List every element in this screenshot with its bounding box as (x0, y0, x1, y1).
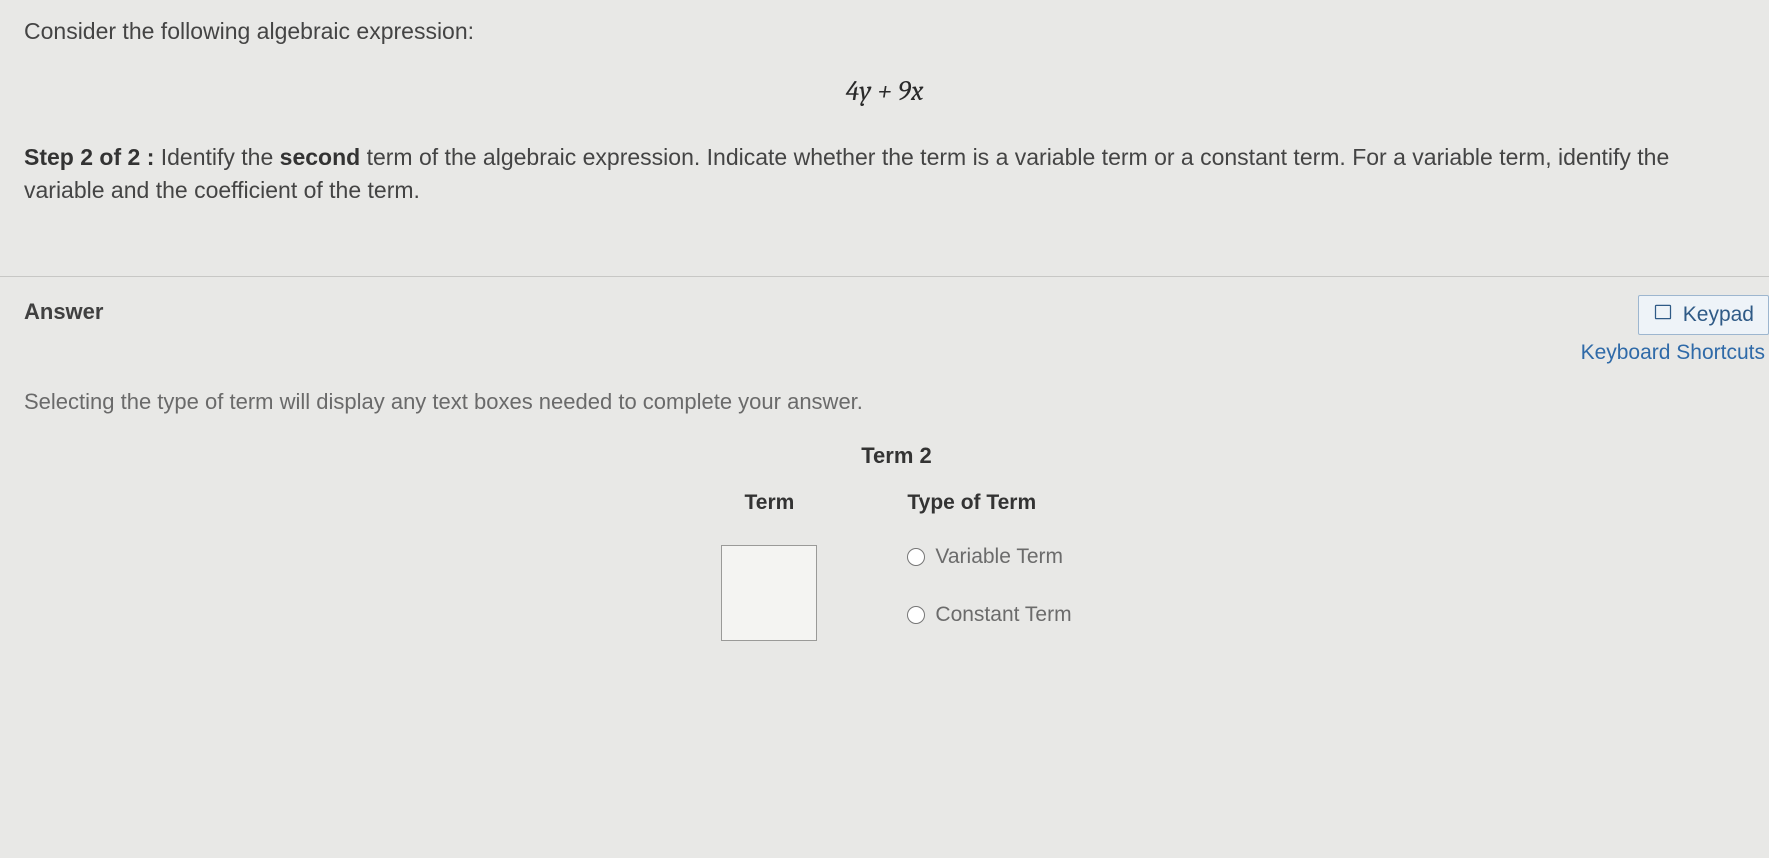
term-input[interactable] (721, 545, 817, 641)
answer-hint: Selecting the type of term will display … (24, 389, 1769, 415)
variable-term-radio[interactable] (907, 548, 925, 566)
answer-heading: Answer (24, 299, 1769, 325)
keypad-icon (1653, 302, 1673, 328)
constant-term-option[interactable]: Constant Term (907, 603, 1071, 627)
term-row: Term Type of Term Variable Term Constant… (721, 491, 1071, 661)
constant-term-label: Constant Term (935, 603, 1071, 627)
constant-term-radio[interactable] (907, 606, 925, 624)
answer-area: Answer Keypad Keyboard Shortcuts Selecti… (0, 277, 1769, 661)
variable-term-option[interactable]: Variable Term (907, 545, 1071, 569)
term-block: Term 2 Term Type of Term Variable Term C… (24, 443, 1769, 661)
term-column-label: Term (745, 491, 795, 515)
term-column: Term (721, 491, 817, 641)
step-prefix: Step 2 of 2 : (24, 144, 154, 170)
step-instruction: Step 2 of 2 : Identify the second term o… (24, 141, 1745, 208)
term-title: Term 2 (24, 443, 1769, 469)
step-bold-word: second (280, 144, 361, 170)
keyboard-shortcuts-link[interactable]: Keyboard Shortcuts (1581, 341, 1769, 365)
right-links: Keypad Keyboard Shortcuts (1581, 295, 1769, 365)
type-column: Type of Term Variable Term Constant Term (907, 491, 1071, 661)
question-prompt: Consider the following algebraic express… (24, 18, 1745, 45)
keypad-label: Keypad (1683, 303, 1754, 327)
algebraic-expression: 4y + 9x (24, 75, 1745, 107)
type-column-label: Type of Term (907, 491, 1071, 515)
variable-term-label: Variable Term (935, 545, 1063, 569)
question-area: Consider the following algebraic express… (0, 0, 1769, 236)
keypad-button[interactable]: Keypad (1638, 295, 1769, 335)
step-text-before: Identify the (154, 144, 279, 170)
